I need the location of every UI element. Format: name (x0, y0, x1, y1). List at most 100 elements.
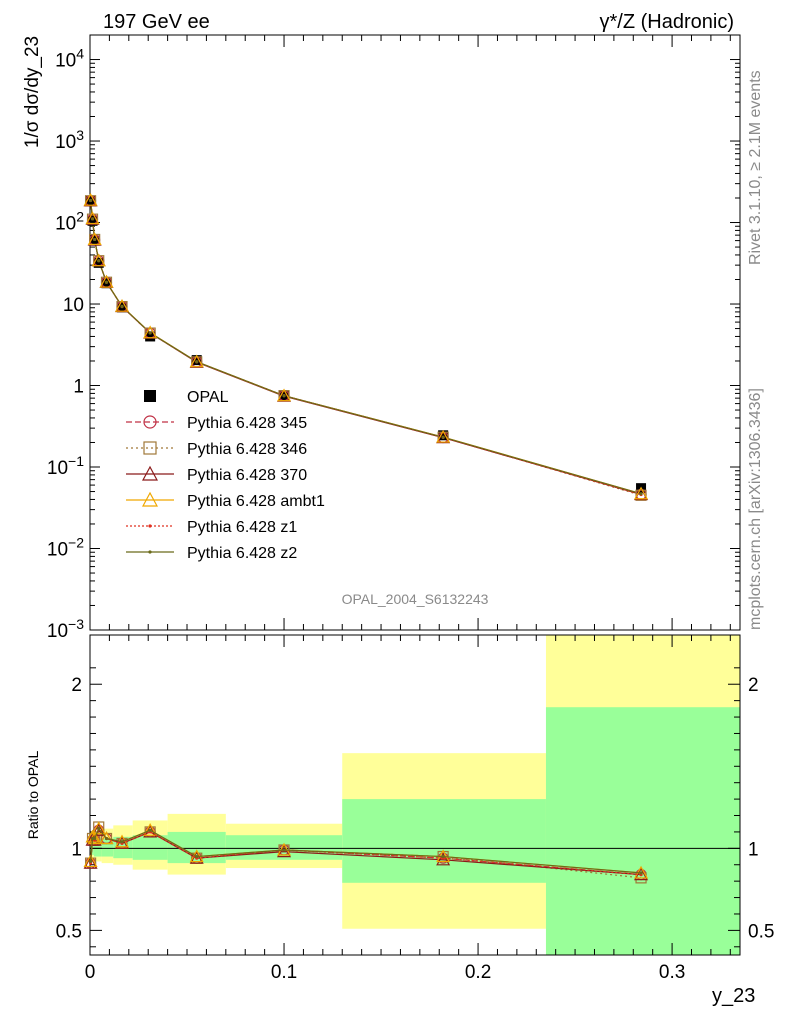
ratio-y-tick-label: 2 (71, 675, 82, 696)
left-title: 197 GeV ee (103, 11, 210, 33)
uncertainty-band-green-7 (342, 799, 546, 883)
legend-marker-opal (144, 390, 156, 402)
legend-entry-label: Pythia 6.428 370 (187, 467, 307, 484)
legend-marker (143, 441, 157, 455)
ratio-y-tick-label: 1 (71, 839, 82, 860)
main-series-marker-z2 (282, 394, 286, 398)
legend-entry-label: Pythia 6.428 346 (187, 441, 307, 458)
opal-data-point (93, 257, 104, 268)
ratio-series-marker-370 (634, 867, 649, 881)
main-series-marker-ambt1 (189, 354, 204, 368)
ratio-series-marker-z2 (93, 836, 97, 841)
legend: OPAL Pythia 6.428 345 Pythia 6.428 346 Pyth… (126, 389, 325, 562)
main-series-marker-ambt1 (277, 388, 292, 402)
ratio-series-marker-z2 (104, 836, 109, 841)
main-series-marker-z2 (195, 360, 199, 364)
main-series-marker-z2 (88, 198, 93, 202)
main-series-marker-z2 (639, 492, 643, 496)
main-series-marker-ambt1 (83, 192, 98, 206)
main-series-marker-z2 (97, 259, 101, 263)
ratio-series-marker-370 (189, 850, 204, 864)
ratio-y-tick-label-right: 2 (748, 675, 759, 696)
main-series-marker-ambt1 (143, 325, 158, 339)
ratio-x-tick-label: 0.2 (465, 962, 491, 983)
main-y-tick-label: 104 (55, 46, 84, 72)
uncertainty-band-green-4 (132, 835, 168, 860)
main-series-marker-ambt1 (115, 298, 130, 312)
ratio-panel: 0 0.1 0.2 0.3 0.5 0.5 1 1 2 2 (56, 634, 774, 983)
ratio-series-marker-z2 (120, 840, 124, 844)
main-series-marker-ambt1 (85, 211, 100, 225)
legend-entry-label: OPAL (187, 389, 229, 406)
ratio-series-marker-370 (277, 844, 292, 858)
ratio-series-marker-ambt1 (99, 831, 114, 845)
ratio-y-tick-label-right: 0.5 (748, 921, 774, 942)
ratio-x-tick-label: 0.1 (271, 962, 297, 983)
main-series-marker-z2 (441, 435, 445, 439)
main-series-marker-346 (635, 489, 647, 501)
ratio-series-marker-370 (436, 852, 451, 866)
ratio-series-marker-z2 (441, 854, 445, 859)
uncertainty-band-green-2 (101, 838, 114, 857)
ratio-x-tick-label: 0 (85, 962, 96, 983)
legend-marker (148, 524, 152, 528)
ratio-series-marker-370 (83, 855, 98, 869)
main-series-marker-ambt1 (634, 486, 649, 500)
opal-data-point (87, 215, 98, 226)
x-axis-label: y_23 (712, 985, 755, 1007)
legend-marker (148, 550, 152, 554)
main-y-tick-label: 10−1 (47, 453, 84, 479)
main-series-marker-ambt1 (87, 232, 102, 246)
ratio-y-axis-label: Ratio to OPAL (25, 751, 41, 840)
ratio-plot-frame (89, 634, 741, 956)
ratio-series-marker-z2 (148, 828, 152, 832)
ratio-y-tick-label: 0.5 (56, 921, 82, 942)
ratio-y-tick-label-right: 1 (748, 839, 759, 860)
legend-marker (141, 491, 159, 507)
ratio-series-marker-ambt1 (277, 842, 292, 856)
main-y-tick-label: 10−2 (47, 535, 84, 561)
mcplots-reference-text: mcplots.cern.ch [arXiv:1306.3436] (747, 388, 764, 630)
main-series-marker-z2 (90, 217, 95, 221)
main-series-marker-z2 (93, 237, 97, 242)
legend-marker (141, 465, 159, 481)
main-series-marker-ambt1 (436, 429, 451, 443)
ratio-series-marker-ambt1 (91, 821, 106, 835)
ratio-series-marker-z2 (282, 848, 286, 852)
main-series-marker-ambt1 (99, 274, 114, 288)
main-series-marker-z2 (104, 280, 109, 284)
ratio-series-marker-ambt1 (143, 823, 158, 836)
legend-entry-label: Pythia 6.428 z1 (187, 519, 297, 536)
ratio-series-marker-z2 (639, 871, 643, 875)
uncertainty-band-green-8 (545, 707, 740, 955)
legend-entry-label: Pythia 6.428 345 (187, 415, 307, 432)
ratio-series-marker-ambt1 (83, 854, 98, 868)
ratio-series-marker-z2 (195, 854, 199, 859)
uncertainty-band-green-1 (93, 838, 102, 857)
main-y-tick-label: 102 (55, 209, 84, 235)
main-series-marker-z2 (120, 304, 124, 308)
rivet-version-text: Rivet 3.1.10, ≥ 2.1M events (747, 70, 764, 265)
main-plot-frame (89, 34, 741, 631)
main-series-marker-ambt1 (91, 253, 106, 267)
legend-entry-label: Pythia 6.428 z2 (187, 545, 297, 562)
opal-data-point (438, 430, 449, 441)
main-y-tick-label: 10 (63, 295, 84, 316)
main-series-line-z2 (89, 200, 642, 495)
main-panel: 10−3 10−2 10−1 1 10 102 103 104 (47, 34, 741, 642)
right-title: γ*/Z (Hadronic) (600, 11, 734, 33)
main-series-marker-z2 (148, 331, 152, 335)
ratio-series-marker-z2 (88, 859, 93, 864)
ratio-series-marker-z2 (97, 827, 101, 831)
ratio-series-marker-370 (91, 823, 106, 836)
legend-entry-label: Pythia 6.428 ambt1 (187, 493, 325, 510)
legend-marker (143, 415, 157, 429)
ratio-x-tick-label: 0.3 (659, 962, 685, 983)
main-y-axis-label: 1/σ dσ/dy_23 (22, 36, 43, 148)
main-y-tick-label: 103 (55, 127, 84, 153)
main-y-tick-label: 10−3 (47, 616, 84, 642)
analysis-id-label: OPAL_2004_S6132243 (342, 591, 489, 607)
uncertainty-band-green-6 (225, 835, 343, 860)
main-y-tick-label: 1 (73, 377, 84, 398)
